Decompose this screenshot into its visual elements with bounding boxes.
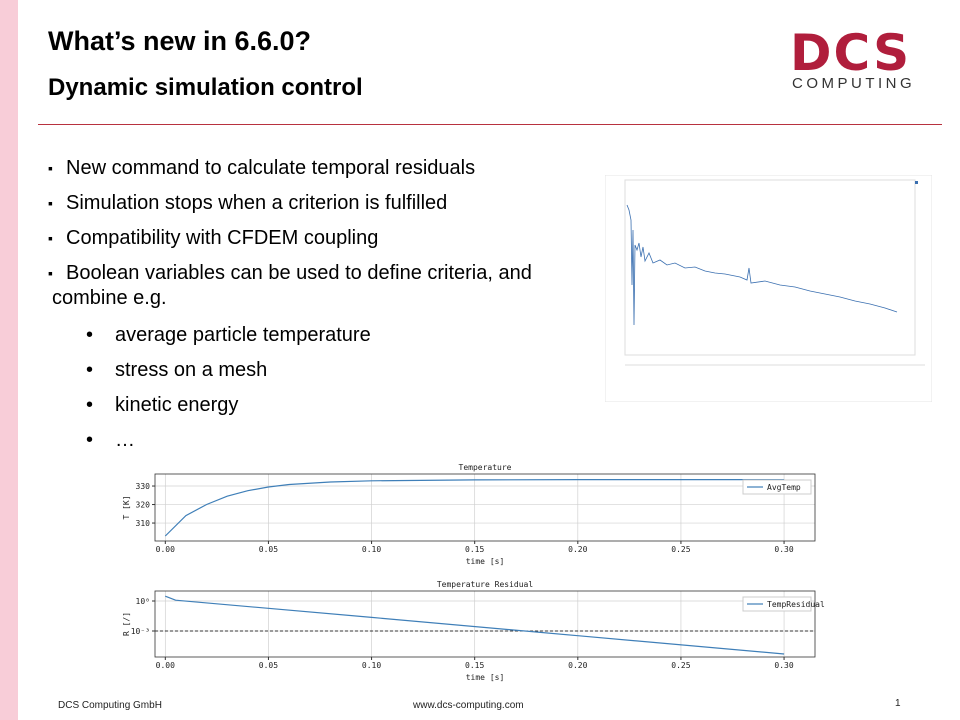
chart-title: Temperature Residual: [437, 580, 534, 589]
thumbnail-frame: [605, 175, 932, 402]
bullet: Boolean variables can be used to define …: [48, 261, 588, 311]
x-tick-label: 0.15: [465, 661, 484, 670]
plot-area: [155, 591, 815, 657]
x-axis-label: time [s]: [466, 673, 505, 682]
y-axis-label: T [K]: [122, 495, 131, 519]
slide-subtitle: Dynamic simulation control: [48, 74, 363, 101]
x-tick-label: 0.30: [774, 661, 793, 670]
sub-bullet: kinetic energy: [86, 393, 371, 418]
thumbnail-plot: [624, 179, 916, 356]
plot-frame: [154, 473, 816, 542]
x-tick-label: 0.20: [568, 545, 587, 554]
charts: 0.00 0.05 0.10 0.15 0.20 0.25 0.30 310 320 330 Avg…: [122, 463, 825, 682]
legend-box: [742, 596, 812, 612]
plot-area: [155, 474, 815, 541]
bullet: New command to calculate temporal residu…: [48, 156, 588, 181]
x-tick-label: 0.00: [156, 545, 175, 554]
x-tick-label: 0.10: [362, 661, 381, 670]
legend-label: TempResidual: [767, 600, 825, 609]
legend-box: [742, 479, 812, 495]
legend-label: AvgTemp: [767, 483, 801, 492]
x-tick-label: 0.30: [774, 545, 793, 554]
bullet-list: New command to calculate temporal residu…: [48, 156, 588, 321]
x-tick-label: 0.00: [156, 661, 175, 670]
y-tick-label: 310: [136, 519, 151, 528]
bullet: Compatibility with CFDEM coupling: [48, 226, 588, 251]
x-tick-label: 0.20: [568, 661, 587, 670]
x-tick-label: 0.25: [671, 545, 690, 554]
x-tick-label: 0.05: [259, 661, 278, 670]
bullet: Simulation stops when a criterion is ful…: [48, 191, 588, 216]
page-number: 1: [895, 698, 901, 709]
logo-text: COMPUTING: [792, 75, 916, 92]
header-rule: [38, 124, 942, 125]
sub-bullet-list: average particle temperature stress on a…: [86, 323, 371, 463]
x-axis-label: time [s]: [466, 557, 505, 566]
y-tick-label: 10⁻³: [131, 627, 150, 636]
slide-title: What’s new in 6.6.0?: [48, 26, 312, 56]
x-tick-label: 0.05: [259, 545, 278, 554]
chart-title: Temperature: [459, 463, 512, 472]
logo-mark: DCS: [790, 24, 912, 82]
x-tick-label: 0.25: [671, 661, 690, 670]
data-line: [165, 595, 785, 655]
y-tick-label: 320: [136, 501, 151, 510]
x-tick-label: 0.15: [465, 545, 484, 554]
thumbnail-legend-key: [915, 181, 918, 184]
x-tick-label: 0.10: [362, 545, 381, 554]
sub-bullet: stress on a mesh: [86, 358, 371, 383]
data-line: [164, 479, 785, 537]
y-axis-label: R [/]: [122, 612, 131, 636]
sub-bullet: average particle temperature: [86, 323, 371, 348]
plot-frame: [154, 590, 816, 658]
y-tick-label: 330: [136, 482, 151, 491]
footer-url: www.dcs-computing.com: [413, 700, 524, 711]
side-strip: [0, 0, 18, 720]
footer-company: DCS Computing GmbH: [58, 700, 162, 711]
y-tick-label: 10⁰: [136, 597, 150, 606]
thumbnail-line: [626, 204, 898, 326]
sub-bullet: …: [86, 428, 371, 453]
screenshot-thumbnail: [605, 175, 932, 402]
